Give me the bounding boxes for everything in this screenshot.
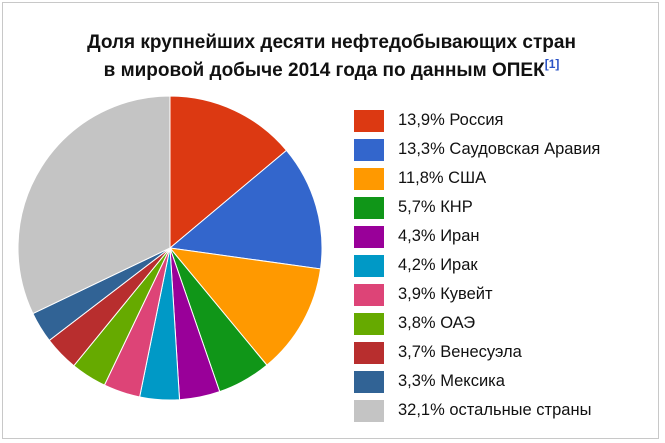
chart-title-line2: в мировой добыче 2014 года по данным ОПЕ… (103, 60, 545, 81)
pie-slice-3 (168, 247, 322, 366)
chart-title: Доля крупнейших десяти нефтедобывающих с… (3, 29, 660, 85)
legend-swatch (354, 371, 384, 393)
legend-label: 3,3% Мексика (398, 372, 505, 390)
legend-swatch (354, 168, 384, 190)
legend-swatch (354, 313, 384, 335)
pie-slice-2 (168, 149, 323, 270)
pie-slice-1 (169, 95, 288, 250)
chart-title-line1: Доля крупнейших десяти нефтедобывающих с… (87, 32, 576, 53)
legend-swatch (354, 110, 384, 132)
pie-chart (17, 95, 323, 401)
legend-swatch (354, 139, 384, 161)
legend-swatch (354, 400, 384, 422)
legend-swatch (354, 226, 384, 248)
chart-frame: Доля крупнейших десяти нефтедобывающих с… (2, 2, 659, 439)
legend-label: 5,7% КНР (398, 198, 473, 216)
legend-swatch (354, 284, 384, 306)
legend-swatch (354, 255, 384, 277)
legend-label: 13,9% Россия (398, 111, 504, 129)
legend-label: 3,8% ОАЭ (398, 314, 476, 332)
legend-label: 3,7% Венесуэла (398, 343, 522, 361)
pie-slice-11 (17, 95, 171, 315)
legend-label: 11,8% США (398, 169, 487, 187)
legend-label: 3,9% Кувейт (398, 285, 493, 303)
legend-label: 4,2% Ирак (398, 256, 478, 274)
legend-label: 13,3% Саудовская Аравия (398, 140, 601, 158)
legend-swatch (354, 197, 384, 219)
legend-label: 32,1% остальные страны (398, 401, 592, 419)
reference-link[interactable]: [1] (544, 57, 560, 71)
legend-swatch (354, 342, 384, 364)
legend-label: 4,3% Иран (398, 227, 480, 245)
